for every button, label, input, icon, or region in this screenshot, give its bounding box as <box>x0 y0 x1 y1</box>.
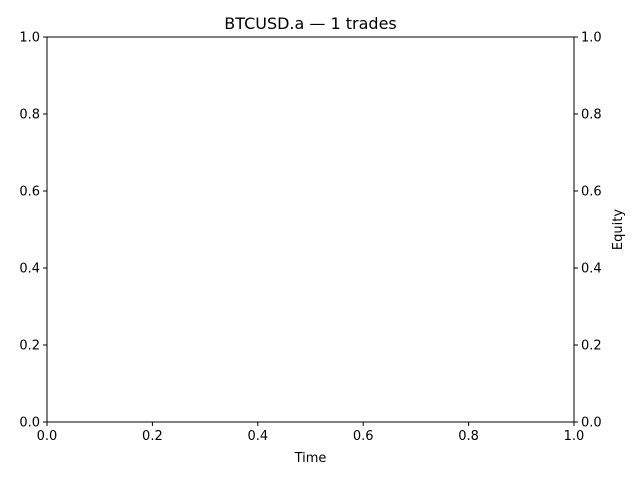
plot-area <box>47 37 574 422</box>
y-tick-label: 0.2 <box>19 339 40 354</box>
y2-tick-label: 0.4 <box>581 262 602 277</box>
chart-title: BTCUSD.a — 1 trades <box>224 14 397 33</box>
x-tick-label: 0.8 <box>458 429 479 444</box>
y2-tick-label: 0.8 <box>581 108 602 123</box>
y-tick-label: 0.8 <box>19 108 40 123</box>
y2-tick-label: 1.0 <box>581 31 602 46</box>
x-axis-label: Time <box>294 451 327 466</box>
y-tick-label: 1.0 <box>19 31 40 46</box>
plot-frame <box>46 36 575 423</box>
y-tick-label: 0.6 <box>19 185 40 200</box>
ticks-layer: 0.0 0.2 0.4 0.6 0.8 1.00.00.20.40.60.81.00.00… <box>19 31 601 445</box>
y-tick-label: 0.0 <box>19 416 40 431</box>
y2-tick-label: 0.6 <box>581 185 602 200</box>
y2-tick-label: 0.0 <box>581 416 602 431</box>
y2-axis-label: Equity <box>611 209 626 250</box>
y-tick-label: 0.4 <box>19 262 40 277</box>
x-tick-label: 0.4 <box>247 429 268 444</box>
x-tick-label: 1.0 <box>564 429 585 444</box>
x-tick-label: 0.0 <box>37 429 58 444</box>
y2-tick-label: 0.2 <box>581 339 602 354</box>
x-tick-label: 0.2 <box>142 429 163 444</box>
x-tick-label: 0.6 <box>353 429 374 444</box>
